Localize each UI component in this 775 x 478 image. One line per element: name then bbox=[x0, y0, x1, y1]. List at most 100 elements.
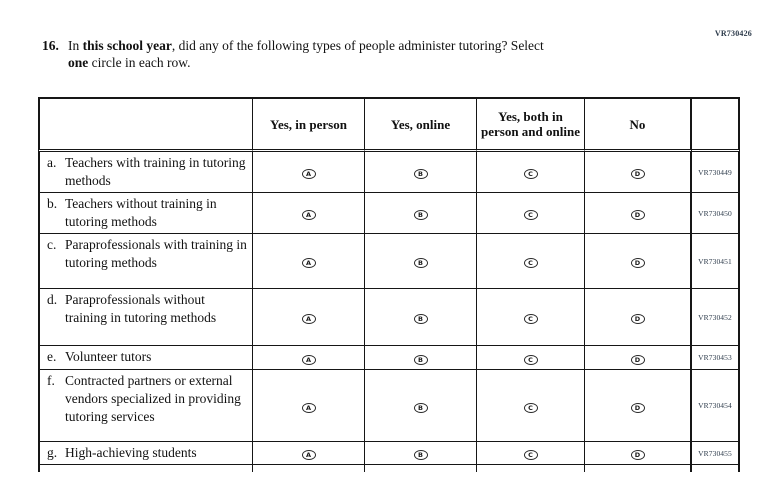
row-label: f. Contracted partners or external vendor… bbox=[38, 370, 253, 442]
row-label: a. Teachers with training in tutoring met… bbox=[38, 152, 253, 193]
answer-bubble-d[interactable]: D bbox=[630, 210, 645, 221]
answer-bubble-b[interactable]: B bbox=[413, 169, 428, 180]
column-header-yes-online: Yes, online bbox=[365, 97, 477, 152]
option-cell: D bbox=[585, 442, 692, 465]
question-number: 16. bbox=[42, 38, 59, 53]
option-cell: A bbox=[253, 234, 365, 289]
option-cell: C bbox=[477, 193, 585, 234]
table-row: b. Teachers without training in tutoring … bbox=[38, 193, 740, 234]
row-label: b. Teachers without training in tutoring … bbox=[38, 193, 253, 234]
row-label-text: Contracted partners or external vendors … bbox=[65, 373, 241, 424]
row-code: VR730449 bbox=[692, 152, 740, 193]
row-letter: f. bbox=[47, 373, 55, 388]
answer-bubble-d[interactable]: D bbox=[630, 169, 645, 180]
row-label-text: Teachers without training in tutoring me… bbox=[65, 196, 217, 229]
answer-bubble-c[interactable]: C bbox=[523, 450, 538, 461]
option-cell: C bbox=[477, 289, 585, 346]
answer-bubble-d[interactable]: D bbox=[630, 258, 645, 269]
row-letter: g. bbox=[47, 445, 58, 460]
answer-bubble-a[interactable]: A bbox=[301, 169, 316, 180]
option-cell: C bbox=[477, 346, 585, 370]
answer-bubble-a[interactable]: A bbox=[301, 314, 316, 325]
answer-bubble-b[interactable]: B bbox=[413, 258, 428, 269]
answer-bubble-a[interactable]: A bbox=[301, 258, 316, 269]
answer-bubble-c[interactable]: C bbox=[523, 258, 538, 269]
question-bold-seg: one bbox=[68, 55, 89, 70]
answer-bubble-d[interactable]: D bbox=[630, 354, 645, 365]
row-letter: a. bbox=[47, 155, 57, 170]
answer-bubble-c[interactable]: C bbox=[523, 314, 538, 325]
answer-bubble-d[interactable]: D bbox=[630, 402, 645, 413]
answer-bubble-c[interactable]: C bbox=[523, 210, 538, 221]
answer-bubble-b[interactable]: B bbox=[413, 450, 428, 461]
tutoring-administer-table: Yes, in person Yes, online Yes, both in … bbox=[38, 97, 740, 472]
column-header-yes-in-person: Yes, in person bbox=[253, 97, 365, 152]
answer-bubble-d[interactable]: D bbox=[630, 450, 645, 461]
option-cell: D bbox=[585, 152, 692, 193]
answer-bubble-b[interactable]: B bbox=[413, 402, 428, 413]
answer-bubble-c[interactable]: C bbox=[523, 354, 538, 365]
row-label-text: Paraprofessionals with training in tutor… bbox=[65, 237, 247, 270]
row-label: d. Paraprofessionals without training in … bbox=[38, 289, 253, 346]
option-cell: D bbox=[585, 346, 692, 370]
option-cell: A bbox=[253, 193, 365, 234]
stub-cell bbox=[692, 465, 740, 472]
answer-bubble-d[interactable]: D bbox=[630, 314, 645, 325]
table-row: c. Paraprofessionals with training in tut… bbox=[38, 234, 740, 289]
row-label: e. Volunteer tutors bbox=[38, 346, 253, 370]
option-cell: A bbox=[253, 346, 365, 370]
table-row: f. Contracted partners or external vendor… bbox=[38, 370, 740, 442]
option-cell: B bbox=[365, 234, 477, 289]
row-label-text: High-achieving students bbox=[65, 445, 197, 460]
answer-bubble-a[interactable]: A bbox=[301, 450, 316, 461]
row-label: g. High-achieving students bbox=[38, 442, 253, 465]
row-code: VR730450 bbox=[692, 193, 740, 234]
column-header-yes-both: Yes, both in person and online bbox=[477, 97, 585, 152]
answer-bubble-b[interactable]: B bbox=[413, 210, 428, 221]
answer-bubble-b[interactable]: B bbox=[413, 314, 428, 325]
table-row: a. Teachers with training in tutoring met… bbox=[38, 152, 740, 193]
answer-bubble-a[interactable]: A bbox=[301, 402, 316, 413]
option-cell: C bbox=[477, 234, 585, 289]
answer-bubble-a[interactable]: A bbox=[301, 354, 316, 365]
option-cell: D bbox=[585, 193, 692, 234]
row-letter: c. bbox=[47, 237, 57, 252]
option-cell: D bbox=[585, 289, 692, 346]
stub-cell bbox=[477, 465, 585, 472]
row-letter: b. bbox=[47, 196, 58, 211]
row-label-text: Paraprofessionals without training in tu… bbox=[65, 292, 217, 325]
question-bold-seg: this school year bbox=[82, 38, 172, 53]
row-code: VR730455 bbox=[692, 442, 740, 465]
row-code: VR730454 bbox=[692, 370, 740, 442]
row-label-text: Teachers with training in tutoring metho… bbox=[65, 155, 246, 188]
row-letter: d. bbox=[47, 292, 58, 307]
option-cell: A bbox=[253, 370, 365, 442]
table-row: e. Volunteer tutors A B C D VR730453 bbox=[38, 346, 740, 370]
option-cell: B bbox=[365, 442, 477, 465]
question-seg: In bbox=[68, 38, 83, 53]
option-cell: C bbox=[477, 152, 585, 193]
stub-cell bbox=[365, 465, 477, 472]
answer-bubble-c[interactable]: C bbox=[523, 402, 538, 413]
question-seg: circle in each row. bbox=[88, 55, 191, 70]
table-row: d. Paraprofessionals without training in … bbox=[38, 289, 740, 346]
option-cell: A bbox=[253, 442, 365, 465]
table-row: g. High-achieving students A B C D VR7304… bbox=[38, 442, 740, 465]
option-cell: B bbox=[365, 152, 477, 193]
option-cell: A bbox=[253, 152, 365, 193]
option-cell: C bbox=[477, 442, 585, 465]
option-cell: B bbox=[365, 289, 477, 346]
question-16: 16. In this school year, did any of the … bbox=[42, 37, 702, 71]
stub-cell bbox=[585, 465, 692, 472]
answer-bubble-c[interactable]: C bbox=[523, 169, 538, 180]
answer-bubble-a[interactable]: A bbox=[301, 210, 316, 221]
row-label: c. Paraprofessionals with training in tut… bbox=[38, 234, 253, 289]
column-header-code-blank bbox=[692, 97, 740, 152]
option-cell: D bbox=[585, 370, 692, 442]
stub-cell bbox=[38, 465, 253, 472]
row-code: VR730452 bbox=[692, 289, 740, 346]
question-text: In this school year, did any of the foll… bbox=[68, 37, 544, 71]
answer-bubble-b[interactable]: B bbox=[413, 354, 428, 365]
option-cell: D bbox=[585, 234, 692, 289]
